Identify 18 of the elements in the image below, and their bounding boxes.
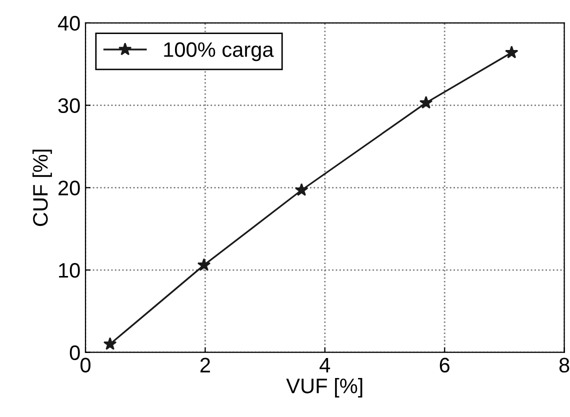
point — [294, 183, 308, 196]
x-tick-label: 2 — [200, 358, 210, 372]
y-tick-label: 20 — [58, 180, 80, 196]
y-tick-label: 30 — [58, 98, 80, 114]
x-axis-title: VUF [%] — [286, 378, 362, 398]
x-tick-label: 0 — [80, 358, 90, 373]
legend-label: 100% carga — [164, 42, 274, 62]
x-tick-label: 4 — [320, 358, 330, 372]
point — [197, 258, 211, 271]
point — [103, 337, 117, 350]
x-tick-label: 8 — [559, 358, 570, 373]
y-tick-label: 10 — [59, 263, 80, 278]
x-tick-label: 6 — [440, 358, 450, 373]
y-tick-label: 0 — [70, 345, 80, 360]
y-tick-label: 40 — [58, 16, 80, 31]
y-axis-title: CUF [%] — [32, 150, 52, 226]
point — [419, 96, 433, 109]
point — [504, 46, 518, 58]
